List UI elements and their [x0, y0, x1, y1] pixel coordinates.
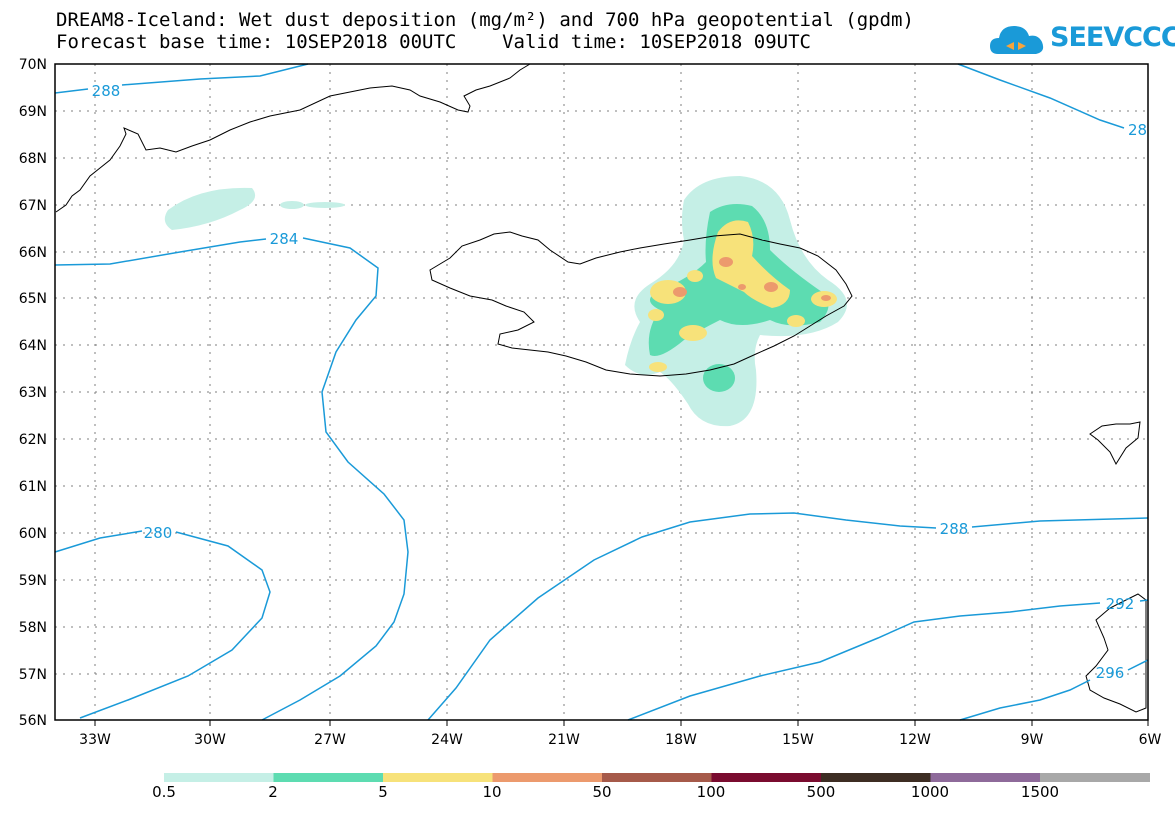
legend-label: 10: [482, 783, 502, 801]
legend-label: 50: [592, 783, 612, 801]
lat-label: 63N: [19, 385, 47, 401]
contour-label: 280: [144, 524, 173, 542]
lon-label: 24W: [431, 732, 463, 748]
lat-label: 66N: [19, 245, 47, 261]
legend-label: 5: [378, 783, 388, 801]
contour-label: 288: [92, 82, 121, 100]
lat-label: 57N: [19, 667, 47, 683]
legend-label: 1000: [910, 783, 950, 801]
latitude-labels: 70N 69N 68N 67N 66N 65N 64N 63N 62N 61N …: [19, 57, 47, 729]
tick-marks: [94, 720, 1149, 726]
contour-label: 288: [940, 520, 969, 538]
lat-label: 58N: [19, 620, 47, 636]
lon-label: 9W: [1021, 732, 1044, 748]
legend-swatch: [383, 773, 493, 782]
lat-label: 59N: [19, 573, 47, 589]
legend-swatch: [930, 773, 1041, 782]
legend-swatch: [711, 773, 822, 782]
lat-label: 62N: [19, 432, 47, 448]
contour-labels: 288 284 280 288 292 296 28: [92, 82, 1147, 682]
lon-label: 12W: [899, 732, 931, 748]
legend-swatch: [273, 773, 384, 782]
lon-label: 18W: [665, 732, 697, 748]
lat-label: 69N: [19, 104, 47, 120]
lat-label: 56N: [19, 713, 47, 729]
lat-label: 70N: [19, 57, 47, 73]
legend-label: 1500: [1020, 783, 1060, 801]
longitude-labels: 33W 30W 27W 24W 21W 18W 15W 12W 9W 6W: [79, 732, 1161, 748]
lon-label: 21W: [548, 732, 580, 748]
legend-swatch: [821, 773, 931, 782]
contour-label: 28: [1128, 121, 1147, 139]
lat-label: 65N: [19, 291, 47, 307]
legend-label: 0.5: [152, 783, 176, 801]
contour-label: 296: [1096, 664, 1125, 682]
contour-label: 284: [270, 230, 299, 248]
legend-swatch: [1040, 773, 1150, 782]
legend-swatch: [492, 773, 603, 782]
legend-label: 500: [806, 783, 836, 801]
cloud-icon: [990, 26, 1044, 54]
coastlines: [55, 63, 1147, 713]
seevccc-logo: SEEVCCC: [988, 18, 1175, 62]
legend-swatch: [164, 773, 274, 782]
dust-deposition-field: [164, 176, 847, 427]
lat-label: 61N: [19, 479, 47, 495]
grid-lines: [55, 64, 1148, 720]
lat-label: 68N: [19, 151, 47, 167]
contour-label: 292: [1106, 595, 1135, 613]
legend-colorbar: [164, 773, 1150, 782]
lon-label: 27W: [314, 732, 346, 748]
logo-text: SEEVCCC: [1050, 22, 1175, 53]
legend-swatch: [602, 773, 712, 782]
legend-label: 2: [268, 783, 278, 801]
map-frame: [54, 63, 1149, 721]
legend-label: 100: [696, 783, 726, 801]
lon-label: 15W: [782, 732, 814, 748]
chart-title: DREAM8-Iceland: Wet dust deposition (mg/…: [56, 9, 914, 31]
lon-label: 6W: [1139, 732, 1162, 748]
chart-subtitle: Forecast base time: 10SEP2018 00UTC Vali…: [56, 31, 811, 53]
geopotential-contours: [54, 63, 1149, 721]
lon-label: 33W: [79, 732, 111, 748]
lon-label: 30W: [194, 732, 226, 748]
lat-label: 64N: [19, 338, 47, 354]
lat-label: 60N: [19, 526, 47, 542]
lat-label: 67N: [19, 198, 47, 214]
